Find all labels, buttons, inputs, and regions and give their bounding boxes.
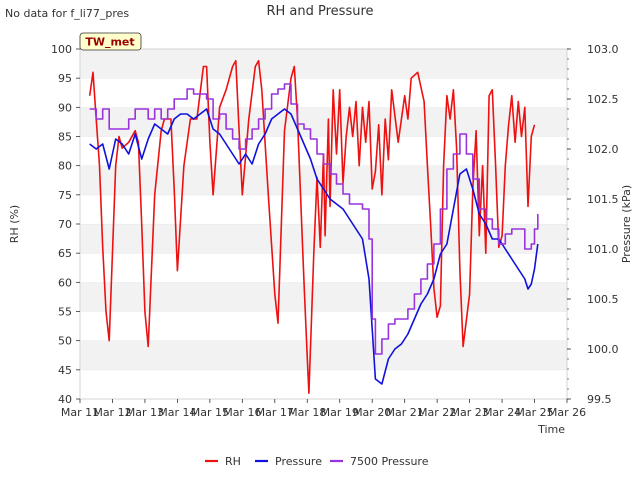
grid-band <box>80 253 567 283</box>
y-right-tick-label: 100.0 <box>587 343 619 356</box>
y-left-tick-label: 70 <box>58 218 72 231</box>
x-tick-label: Mar 21 <box>386 406 424 419</box>
grid-band <box>80 282 567 312</box>
y-right-tick-label: 101.0 <box>587 243 619 256</box>
legend-label-rh: RH <box>225 455 241 468</box>
y-right-tick-label: 101.5 <box>587 193 619 206</box>
series-line-pressure <box>89 108 539 385</box>
y-left-tick-label: 45 <box>58 364 72 377</box>
station-badge-box <box>79 32 142 51</box>
station-badge: TW_met <box>79 32 142 51</box>
chart-title: RH and Pressure <box>266 4 373 19</box>
y-left-tick-label: 95 <box>58 72 72 85</box>
grid-band <box>80 49 567 79</box>
y-left-tick-label: 60 <box>58 276 72 289</box>
x-tick-label: Mar 11 <box>61 406 99 419</box>
legend: RH Pressure 7500 Pressure <box>205 455 429 468</box>
y-left-tick-label: 50 <box>58 335 72 348</box>
y-axis-right-label: Pressure (kPa) <box>620 185 633 263</box>
station-badge-label: TW_met <box>85 36 134 49</box>
grid-band <box>80 78 567 108</box>
x-tick-label: Mar 23 <box>450 406 488 419</box>
x-tick-label: Mar 12 <box>93 406 131 419</box>
x-tick-label: Mar 18 <box>288 406 326 419</box>
x-tick-label: Mar 13 <box>126 406 164 419</box>
x-tick-label: Mar 19 <box>321 406 359 419</box>
y-axis-left-label: RH (%) <box>8 205 21 243</box>
x-tick-label: Mar 20 <box>353 406 391 419</box>
series-layer <box>88 59 539 394</box>
y-left-tick-label: 65 <box>58 247 72 260</box>
y-right-tick-label: 99.5 <box>587 393 612 406</box>
legend-label-pressure: Pressure <box>275 455 322 468</box>
x-tick-label: Mar 16 <box>223 406 261 419</box>
y-right-tick-label: 102.0 <box>587 143 619 156</box>
y-left-tick-label: 55 <box>58 306 72 319</box>
grid-band <box>80 369 567 399</box>
y-left-tick-label: 100 <box>51 43 72 56</box>
x-tick-label: Mar 24 <box>483 406 521 419</box>
x-tick-label: Mar 26 <box>548 406 586 419</box>
y-left-tick-label: 80 <box>58 160 72 173</box>
x-tick-label: Mar 22 <box>418 406 456 419</box>
y-left-tick-label: 40 <box>58 393 72 406</box>
y-left-tick-label: 75 <box>58 189 72 202</box>
x-tick-label: Mar 15 <box>191 406 229 419</box>
axes-layer: 40 45 50 55 60 65 70 75 80 85 90 95 100 99.5 100.0 100.… <box>51 43 619 419</box>
legend-label-7500-pressure: 7500 Pressure <box>350 455 429 468</box>
x-axis-label: Time <box>537 423 565 436</box>
x-tick-label: Mar 17 <box>256 406 294 419</box>
corner-note: No data for f_li77_pres <box>5 7 129 20</box>
y-right-tick-label: 102.5 <box>587 93 619 106</box>
series-line-7500-pressure <box>89 83 539 355</box>
y-left-tick-label: 85 <box>58 131 72 144</box>
x-tick-label: Mar 14 <box>158 406 196 419</box>
y-right-tick-label: 103.0 <box>587 43 619 56</box>
grid-band <box>80 311 567 341</box>
y-left-tick-label: 90 <box>58 101 72 114</box>
x-tick-label: Mar 25 <box>515 406 553 419</box>
grid-band <box>80 340 567 370</box>
y-right-tick-label: 100.5 <box>587 293 619 306</box>
